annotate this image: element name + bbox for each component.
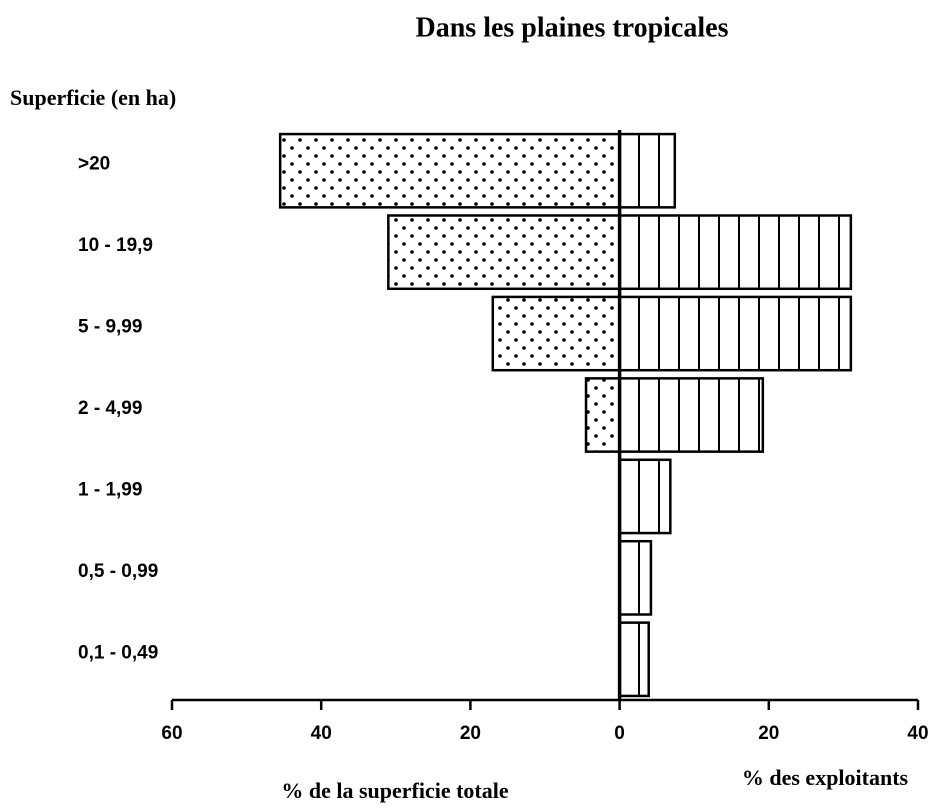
x-tick-label: 0 <box>614 723 625 744</box>
bar <box>618 132 677 209</box>
bar <box>618 539 653 616</box>
x-tick-label: 20 <box>758 723 779 744</box>
y-tick-label: 1 - 1,99 <box>78 479 142 500</box>
y-tick-label: 0,1 - 0,49 <box>78 642 158 663</box>
bar <box>278 132 621 209</box>
chart-title: Dans les plaines tropicales <box>416 12 729 43</box>
y-tick-label: >20 <box>78 154 110 175</box>
bar <box>491 295 621 372</box>
bar <box>618 377 765 453</box>
bar <box>618 621 650 698</box>
y-tick-label: 2 - 4,99 <box>78 398 142 419</box>
x-tick-label: 20 <box>460 723 481 744</box>
x-tick-label: 40 <box>311 723 332 744</box>
bar <box>618 458 672 535</box>
x-axis-label-left: % de la superficie totale <box>281 778 509 803</box>
x-tick-label: 60 <box>161 723 182 744</box>
x-tick-label: 40 <box>907 723 928 744</box>
y-tick-label: 0,5 - 0,99 <box>78 561 158 582</box>
y-tick-label: 10 - 19,9 <box>78 235 153 256</box>
y-axis-label: Superficie (en ha) <box>10 85 176 110</box>
bar <box>618 214 853 291</box>
x-axis-label-right: % des exploitants <box>742 765 909 790</box>
y-tick-label: 5 - 9,99 <box>78 317 142 338</box>
bar <box>584 377 621 453</box>
bar <box>387 214 621 291</box>
bar <box>618 295 853 372</box>
